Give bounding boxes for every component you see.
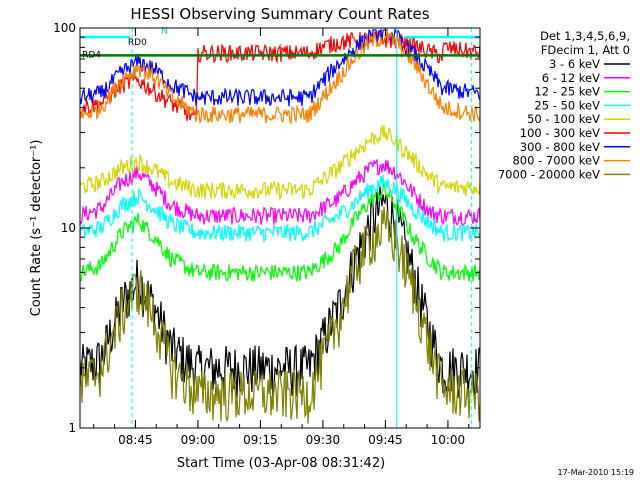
legend-label-12-25-kev: 12 - 25 keV: [534, 85, 600, 99]
legend-label-100-300-kev: 100 - 300 keV: [520, 126, 600, 140]
legend-label-50-100-kev: 50 - 100 keV: [527, 112, 600, 126]
y-tick-label: 1: [68, 421, 76, 435]
legend-label-6-12-kev: 6 - 12 keV: [542, 71, 600, 85]
y-axis-label: Count Rate (s⁻¹ detector⁻¹): [29, 140, 44, 317]
legend-label-300-800-kev: 300 - 800 keV: [520, 140, 600, 154]
x-tick-label: 08:45: [118, 433, 153, 447]
legend-label-7000-20000-kev: 7000 - 20000 keV: [498, 167, 600, 181]
axis-layer: 08:45 09:00 09:15 09:30 09:45 10:00 1 10 100: [53, 21, 480, 447]
footer-date: 17-Mar-2010 15:19: [558, 468, 635, 477]
chart-title: HESSI Observing Summary Count Rates: [130, 5, 429, 23]
x-tick-label: 09:15: [243, 433, 278, 447]
series-line-12-25-kev: [79, 182, 481, 283]
y-tick-label: 10: [61, 221, 76, 235]
y-tick-label: 100: [53, 21, 76, 35]
annotation-rd0: RD0: [128, 38, 147, 48]
series-line-7000-20000-kev: [79, 206, 481, 424]
legend-label-25-50-kev: 25 - 50 keV: [534, 98, 600, 112]
legend: Det 1,3,4,5,6,9, FDecim 1, Att 0 3 - 6 k…: [498, 29, 630, 181]
x-tick-label: 10:00: [431, 433, 466, 447]
x-tick-label: 09:45: [368, 433, 403, 447]
series-line-300-800-kev: [79, 27, 481, 107]
legend-label-800-7000-kev: 800 - 7000 keV: [512, 154, 600, 168]
x-axis-label: Start Time (03-Apr-08 08:31:42): [177, 456, 385, 471]
series-line-800-7000-kev: [79, 29, 481, 125]
series-layer: RD0 RD4 N: [79, 26, 481, 428]
annotation-rd4: RD4: [82, 51, 101, 61]
legend-header-line-1: Det 1,3,4,5,6,9,: [540, 29, 630, 43]
x-tick-label: 09:00: [181, 433, 216, 447]
series-line-50-100-kev: [79, 124, 481, 201]
series-line-25-50-kev: [79, 174, 481, 244]
x-tick-label: 09:30: [306, 433, 341, 447]
legend-label-3-6-kev: 3 - 6 keV: [549, 57, 600, 71]
legend-header-line-2: FDecim 1, Att 0: [541, 43, 630, 57]
annotation-n: N: [161, 26, 168, 36]
series-line-6-12-kev: [79, 159, 481, 226]
